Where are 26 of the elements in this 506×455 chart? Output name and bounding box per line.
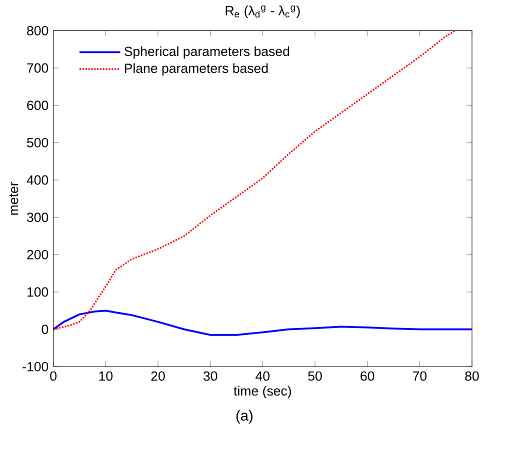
line-series (53, 310, 472, 336)
x-tick-label: 40 (256, 372, 270, 381)
x-tick-label: 50 (308, 372, 322, 381)
chart-title: R$_{e}$ (λ$_{d}$$^{g}$ - λ$_{c}$$^{g}$) (226, 6, 300, 18)
x-tick-label: 30 (203, 372, 218, 381)
x-tick-label: 0 (50, 372, 57, 381)
legend-label: Spherical parameters based (124, 46, 290, 59)
y-tick-label: 300 (26, 212, 48, 222)
x-axis-title: time (sec) (234, 386, 291, 398)
y-tick-label: 400 (26, 175, 48, 185)
x-tick-label: 60 (360, 372, 374, 381)
x-tick-label: 10 (99, 372, 113, 381)
x-tick-label: 20 (151, 372, 165, 381)
y-tick-label: 100 (28, 287, 48, 297)
y-tick-label: 0 (42, 324, 48, 334)
y-tick-label: 800 (27, 26, 48, 36)
text: (a) (236, 410, 252, 424)
y-tick-label: -100 (22, 362, 48, 372)
legend-label: Plane parameters based (124, 63, 268, 76)
y-axis-title: meter (10, 182, 18, 215)
x-tick-label: 80 (465, 372, 479, 381)
y-tick-label: 200 (27, 250, 48, 260)
y-tick-label: 700 (27, 63, 48, 73)
y-tick-label: 600 (27, 100, 48, 110)
y-tick-label: 500 (27, 138, 48, 148)
x-tick-label: 70 (412, 372, 427, 381)
